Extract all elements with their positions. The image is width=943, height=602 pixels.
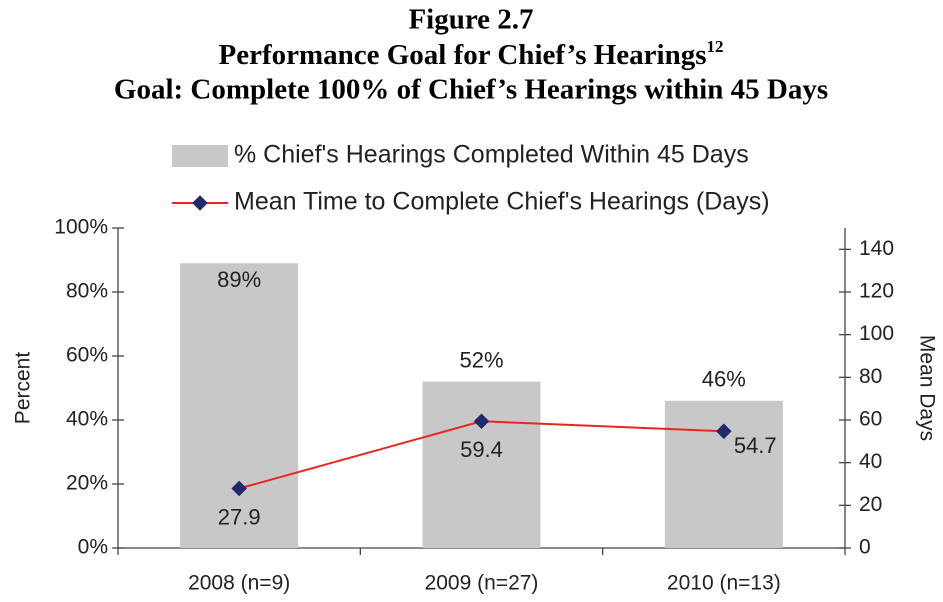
y-tick-label: 80% (66, 280, 108, 303)
y-tick-label: 0% (78, 536, 108, 559)
bar (422, 381, 541, 548)
bar-label: 46% (702, 367, 746, 392)
y2-tick-label: 100 (859, 322, 894, 345)
x-tick-label: 2008 (n=9) (188, 572, 290, 595)
legend-label: % Chief's Hearings Completed Within 45 D… (234, 141, 749, 169)
line-marker (231, 480, 247, 497)
line-label: 27.9 (218, 504, 261, 529)
line-label: 59.4 (460, 437, 503, 462)
x-tick-label: 2009 (n=27) (425, 572, 539, 595)
bar-label: 52% (459, 347, 503, 372)
y2-tick-label: 40 (859, 450, 882, 473)
y2-tick-label: 20 (859, 493, 882, 516)
bar (180, 263, 299, 548)
chart-subtitle: Performance Goal for Chief’s Hearings12 (218, 37, 723, 71)
legend-label: Mean Time to Complete Chief's Hearings (… (234, 188, 770, 216)
y2-tick-label: 0 (859, 536, 871, 559)
y-axis-title: Percent (12, 352, 35, 425)
line-label: 54.7 (734, 433, 777, 458)
legend-swatch (172, 145, 228, 167)
bar (664, 400, 783, 548)
y2-tick-label: 120 (859, 280, 894, 303)
footnote-marker: 12 (707, 37, 724, 56)
chart-title: Figure 2.7 (408, 4, 533, 36)
y-tick-label: 40% (66, 408, 108, 431)
legend-marker (192, 195, 208, 211)
subtitle-text: Performance Goal for Chief’s Hearings (218, 39, 706, 71)
y2-tick-label: 60 (859, 408, 882, 431)
x-tick-label: 2010 (n=13) (667, 572, 781, 595)
y-tick-label: 100% (54, 216, 108, 239)
y-tick-label: 60% (66, 344, 108, 367)
chart-goal: Goal: Complete 100% of Chief’s Hearings … (114, 74, 828, 106)
y-tick-label: 20% (66, 472, 108, 495)
y2-tick-label: 140 (859, 237, 894, 260)
bar-label: 89% (217, 267, 261, 292)
y2-axis-title: Mean Days (915, 335, 938, 441)
y2-tick-label: 80 (859, 365, 882, 388)
